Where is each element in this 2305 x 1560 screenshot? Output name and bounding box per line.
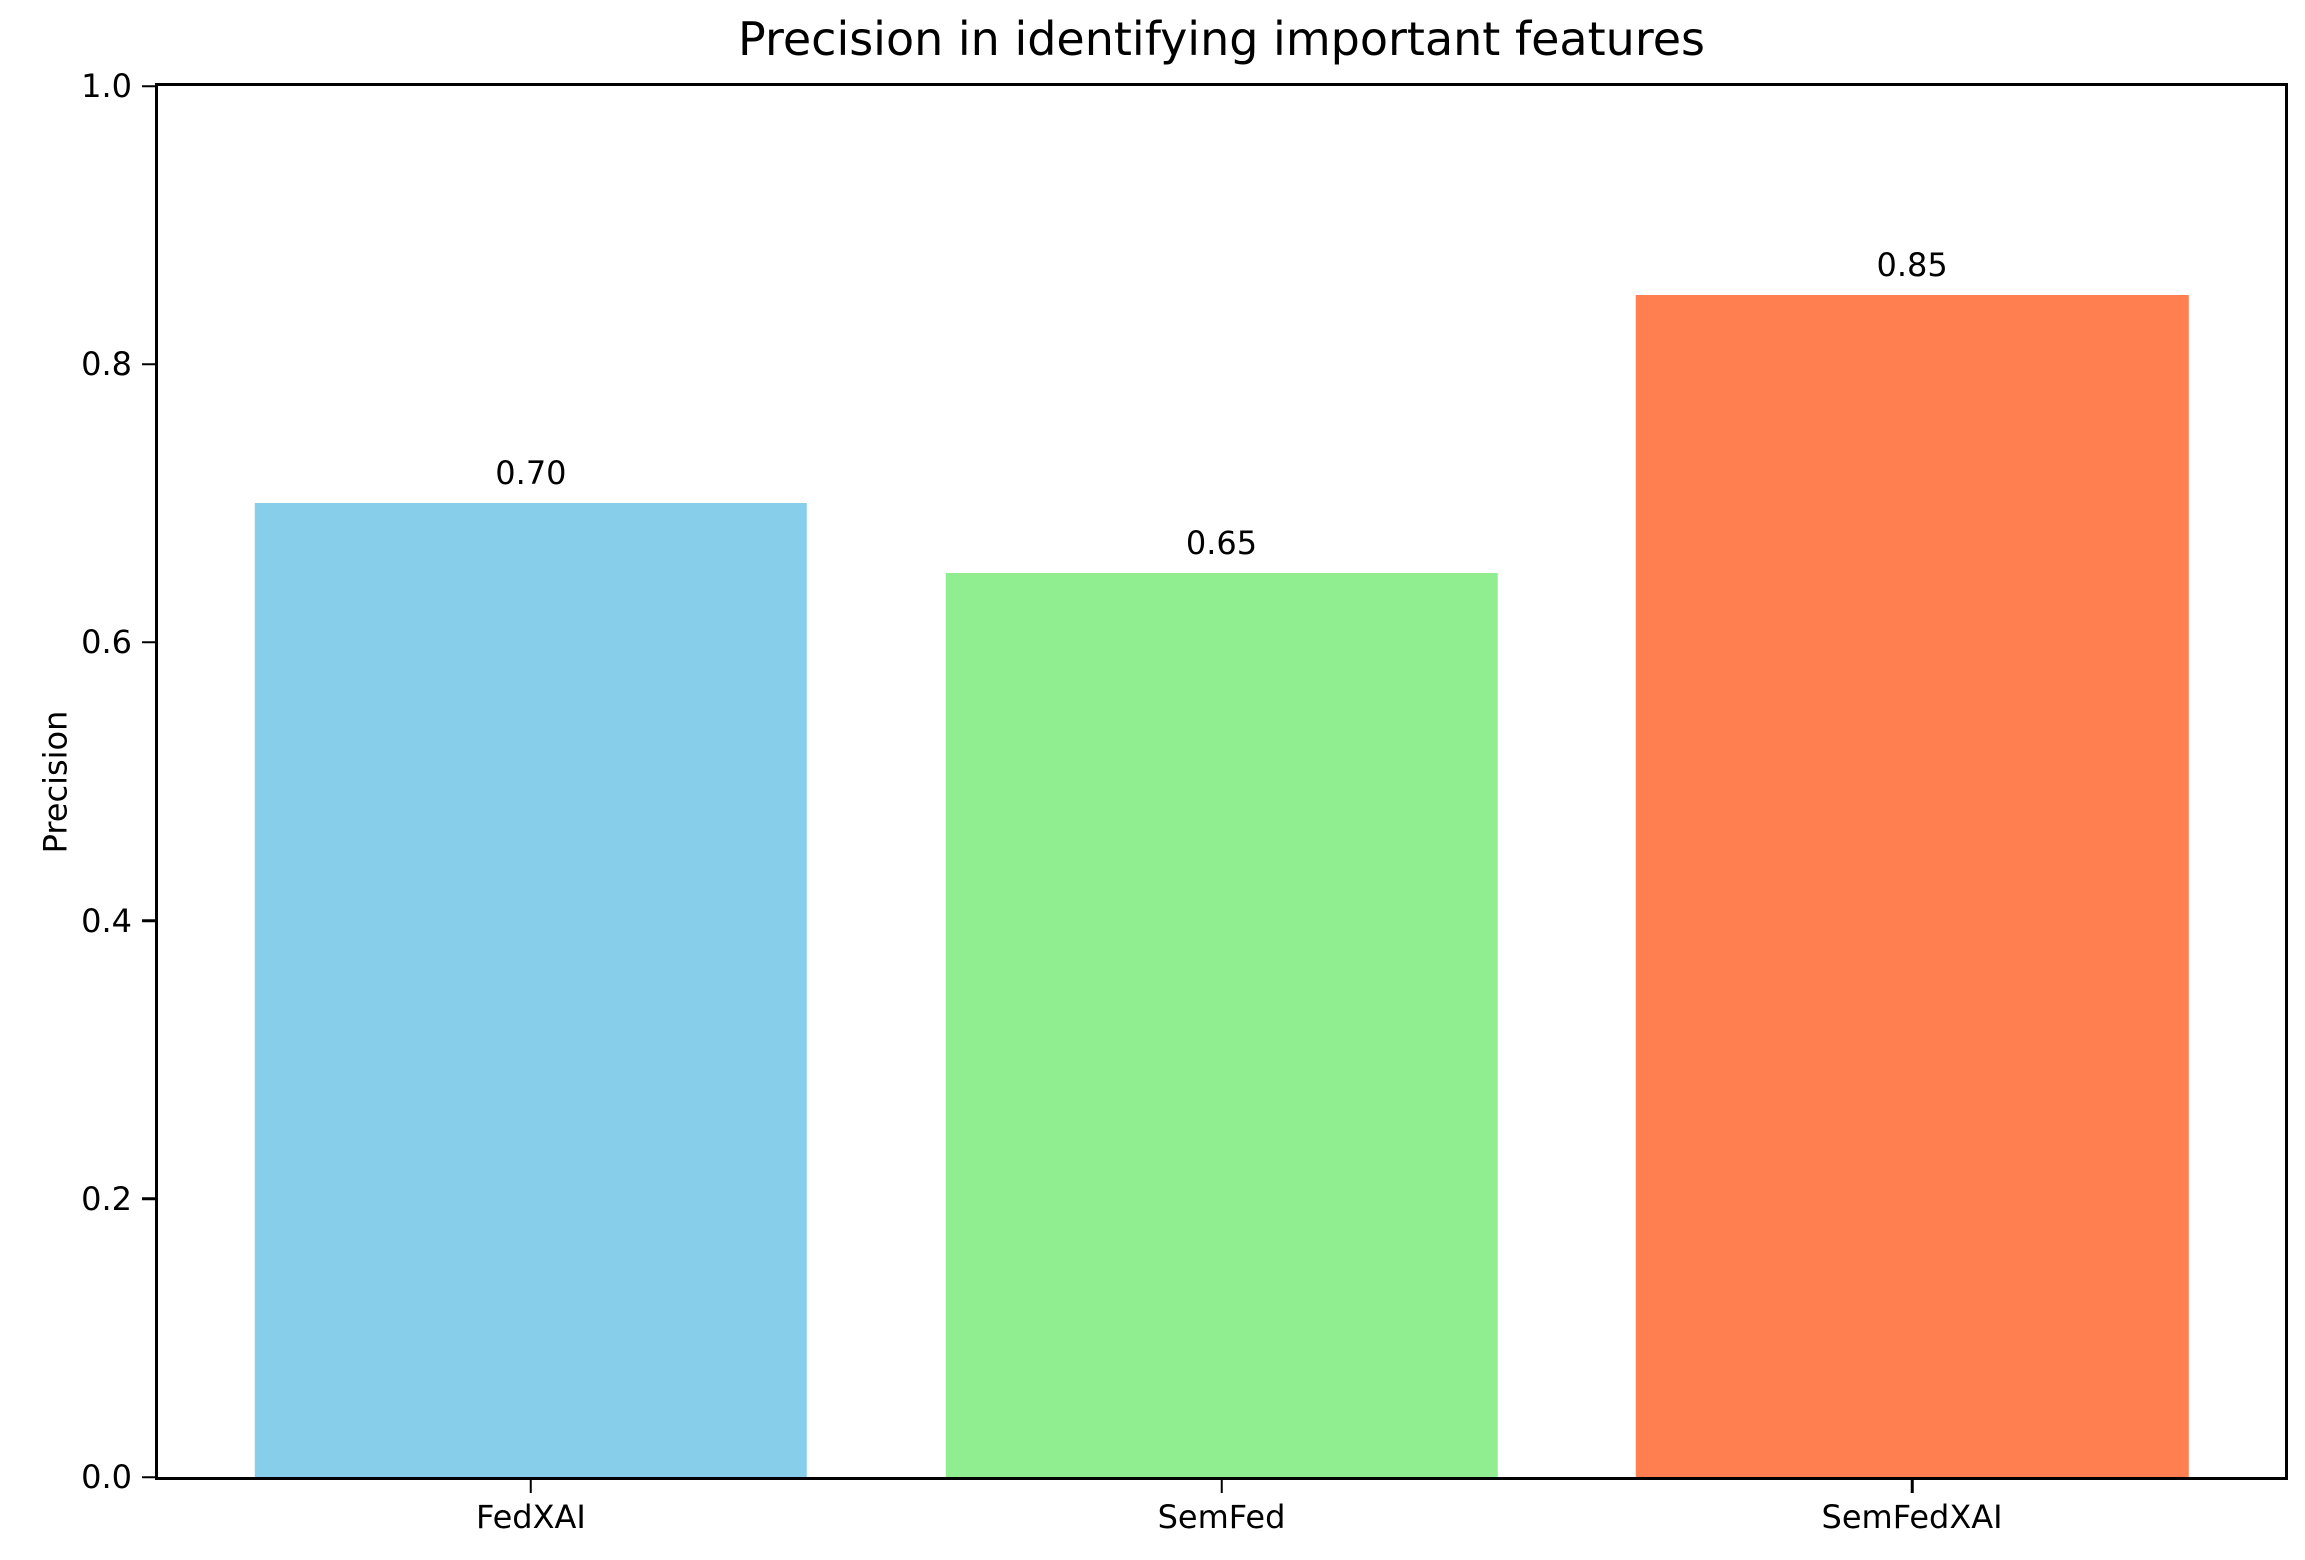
y-axis-label: Precision (25, 83, 85, 1480)
y-tick-mark (142, 1475, 155, 1479)
bar-value-label: 0.85 (1876, 245, 1948, 284)
chart-title: Precision in identifying important featu… (738, 12, 1705, 66)
y-axis-label-text: Precision (36, 710, 74, 853)
x-tick-mark (1910, 1480, 1914, 1493)
y-tick-label: 0.6 (81, 623, 132, 662)
bar-semfedxai (1635, 294, 2189, 1477)
y-tick-label: 0.2 (81, 1179, 132, 1218)
y-tick-mark (142, 362, 155, 366)
x-tick-label-semfed: SemFed (1157, 1498, 1286, 1536)
y-tick-mark (142, 1197, 155, 1201)
plot-area: 0.0 0.2 0.4 0.6 0.8 1.0 0.70 FedXAI 0.65 SemFed 0.… (81, 70, 2288, 1533)
x-tick-label-fedxai: FedXAI (475, 1498, 586, 1536)
x-tick-mark (529, 1480, 533, 1493)
y-tick-mark (142, 84, 155, 88)
y-tick-mark (142, 641, 155, 644)
x-tick-mark (1220, 1480, 1223, 1493)
bar-semfed (945, 572, 1498, 1477)
x-tick-label-semfedxai: SemFedXAI (1821, 1498, 2003, 1536)
y-tick-label: 0.4 (81, 901, 132, 940)
y-tick-label: 1.0 (81, 67, 132, 105)
y-tick-label: 0.8 (81, 345, 132, 384)
bar-fedxai (254, 503, 808, 1477)
y-tick-mark (142, 919, 155, 922)
y-tick-label: 0.0 (81, 1458, 132, 1496)
bar-value-label: 0.70 (495, 454, 567, 493)
bar-value-label: 0.65 (1185, 523, 1258, 562)
